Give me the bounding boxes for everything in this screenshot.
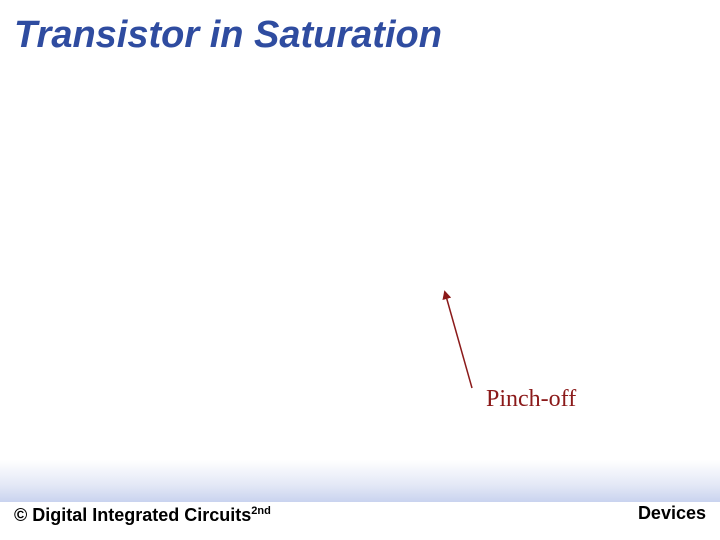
footer-section: Devices (638, 503, 706, 524)
pinchoff-arrow (0, 0, 720, 540)
footer-gradient (0, 460, 720, 502)
pinchoff-label: Pinch-off (486, 386, 576, 413)
footer-left-super: 2nd (251, 505, 271, 517)
footer-left-text: © Digital Integrated Circuits (14, 505, 251, 525)
arrow-line (446, 296, 472, 388)
footer-copyright: © Digital Integrated Circuits2nd (14, 505, 271, 526)
